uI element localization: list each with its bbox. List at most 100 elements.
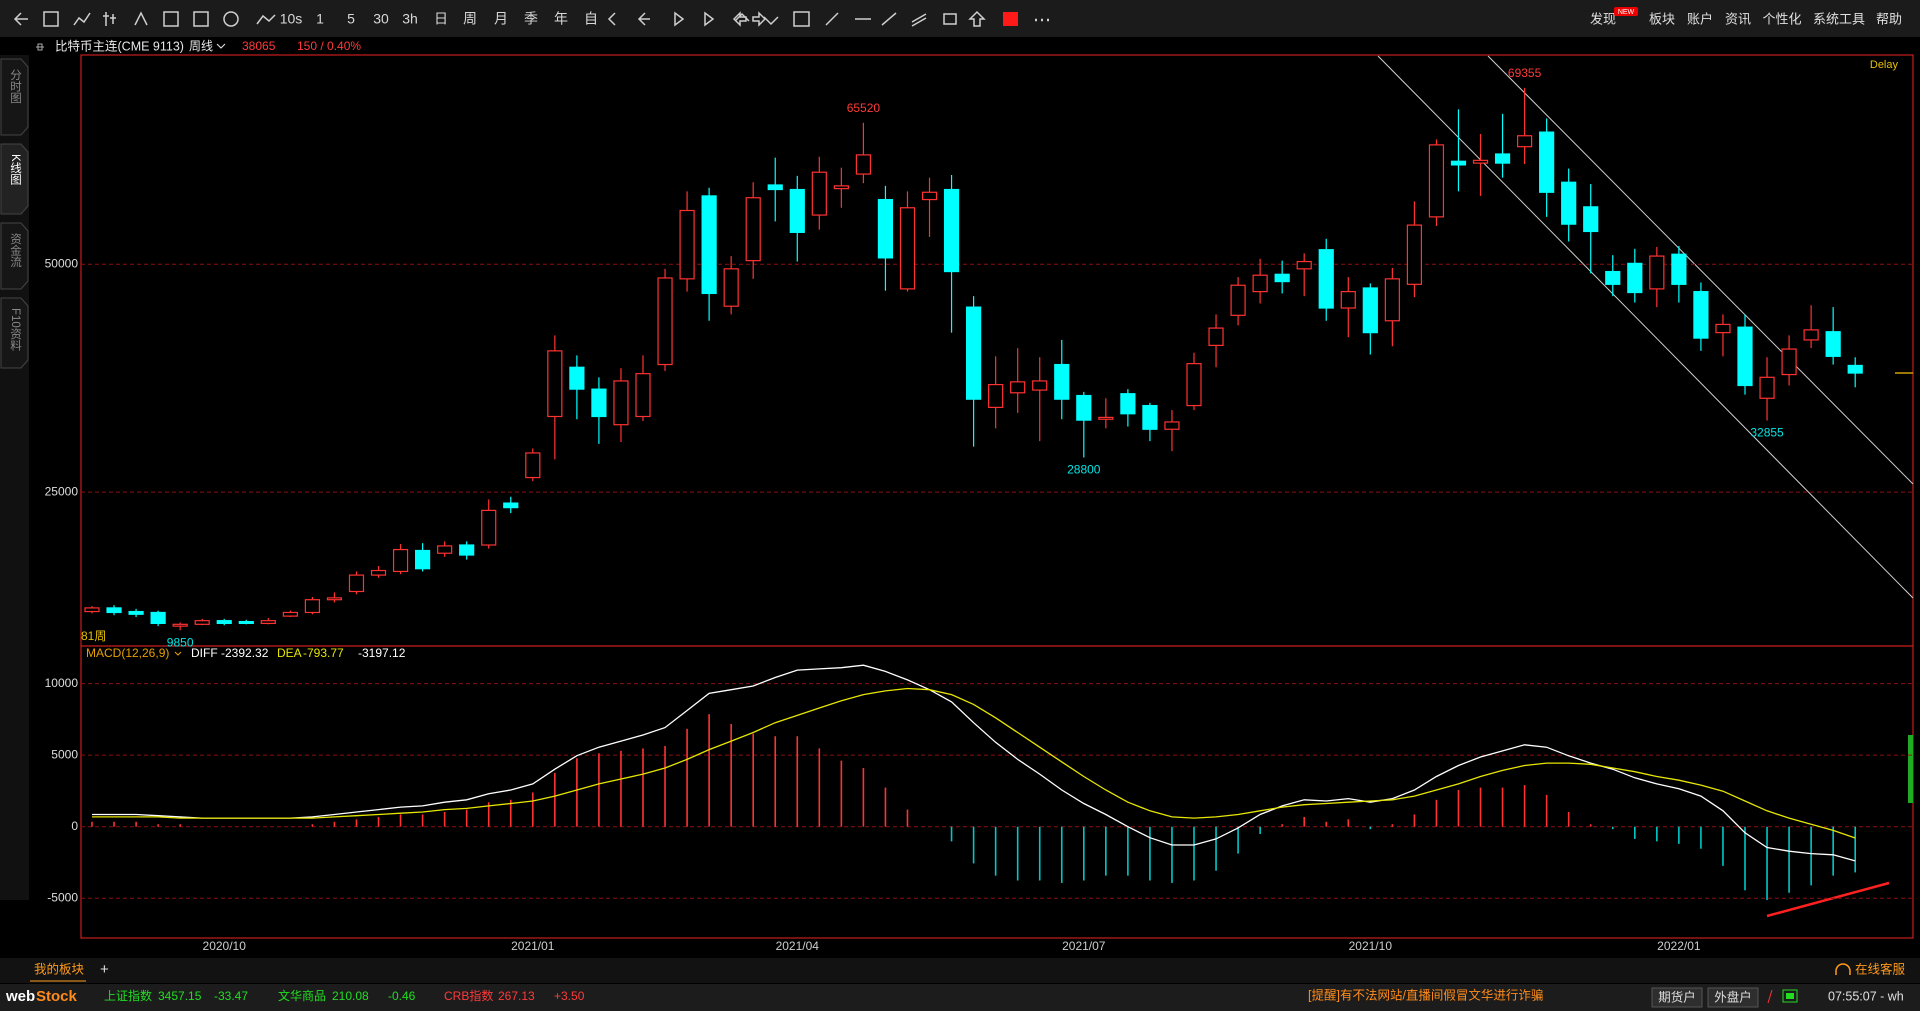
side-tab-label[interactable]: 分时图: [9, 69, 22, 104]
icon[interactable]: [968, 10, 986, 27]
link-icon: [36, 43, 44, 51]
dropdown-icon: [216, 43, 226, 49]
side-tab[interactable]: [0, 297, 29, 369]
status-bar: [0, 984, 1920, 1011]
candle-body: [547, 350, 563, 418]
service[interactable]: 在线客服: [1855, 961, 1906, 976]
icon[interactable]: [163, 11, 179, 27]
candle-body: [833, 185, 849, 190]
period-button[interactable]: 月: [494, 11, 508, 27]
period-button[interactable]: 周: [463, 11, 477, 27]
menu-item[interactable]: 个性化: [1762, 11, 1801, 26]
tab[interactable]: 我的板块: [34, 961, 85, 976]
color-icon[interactable]: [1003, 12, 1018, 26]
logo: Stock: [36, 988, 78, 1005]
candle-body: [723, 268, 739, 307]
side-tab-label[interactable]: F10资料: [9, 308, 22, 351]
icon[interactable]: [103, 12, 116, 26]
candle-body: [326, 597, 343, 601]
candle-body: [1428, 144, 1445, 218]
candle-body: [1693, 291, 1709, 339]
candle-body: [1274, 273, 1290, 283]
candle-body: [767, 184, 783, 191]
period-button[interactable]: 年: [554, 11, 568, 27]
back-icon[interactable]: [13, 12, 28, 26]
candle-body: [657, 277, 673, 366]
menu-item[interactable]: 系统工具: [1813, 11, 1865, 26]
period-button[interactable]: 10s: [280, 11, 303, 27]
candle-body: [877, 198, 894, 259]
side-tab[interactable]: [0, 58, 29, 136]
candle-body: [1825, 331, 1841, 357]
menu-item[interactable]: 发现: [1590, 11, 1616, 26]
candle-body: [1516, 135, 1533, 148]
tab-bar: [0, 958, 1920, 983]
last-price: 38065: [242, 39, 276, 53]
candle-body: [1406, 224, 1423, 285]
chart-frame: [80, 54, 1914, 939]
period-button[interactable]: 1: [316, 11, 324, 27]
icon[interactable]: [73, 12, 91, 26]
account-button-bg[interactable]: [1651, 987, 1703, 1008]
icon[interactable]: [43, 11, 59, 27]
icon[interactable]: [193, 11, 209, 27]
account-button[interactable]: 外盘户: [1714, 989, 1752, 1004]
index-name: 文华商品: [278, 988, 326, 1003]
period-button[interactable]: 日: [434, 11, 448, 27]
price-annotation: 28800: [1067, 463, 1101, 477]
macd-title[interactable]: MACD(12,26,9): [86, 646, 169, 660]
period[interactable]: 周线: [189, 39, 213, 53]
scroll-indicator: [1908, 735, 1913, 803]
macd-header: MACD(12,26,9) DIFF -2392.32 DEA -793.77 …: [86, 646, 406, 660]
candle-body: [1252, 274, 1268, 293]
side-tab[interactable]: [0, 143, 29, 215]
icon[interactable]: [734, 12, 779, 26]
account-button-bg[interactable]: [1707, 987, 1759, 1008]
candle-body: [988, 383, 1004, 408]
add-tab[interactable]: +: [100, 961, 109, 978]
icon[interactable]: [674, 11, 715, 27]
icon[interactable]: [793, 11, 810, 27]
candle-body: [1583, 206, 1599, 233]
period-button[interactable]: 季: [524, 11, 538, 27]
candle-body: [745, 197, 761, 262]
icon[interactable]: [943, 13, 957, 25]
dropdown-icon: [174, 651, 182, 656]
badge-bg: [1614, 7, 1638, 16]
x-tick-label: 2021/07: [1062, 939, 1106, 953]
menu-item[interactable]: 资讯: [1725, 11, 1751, 26]
macd-value: -3197.12: [358, 646, 406, 660]
side-tab-label[interactable]: K线图: [9, 154, 22, 185]
candle-body: [921, 191, 938, 201]
badge: NEW: [1618, 9, 1635, 16]
icon[interactable]: [134, 11, 148, 26]
menu-item[interactable]: 账户: [1687, 11, 1713, 26]
candle-body: [569, 366, 585, 390]
icon[interactable]: [223, 11, 239, 27]
x-tick-label: 2020/10: [203, 939, 247, 953]
period-button[interactable]: 30: [373, 11, 389, 27]
menu: 发现 板块 账户 资讯 个性化 系统工具 帮助 NEW: [1590, 7, 1902, 26]
bar-count: 81周: [81, 629, 106, 643]
candle-body: [1781, 348, 1797, 376]
menu-item[interactable]: 板块: [1649, 11, 1675, 26]
side-tab-label[interactable]: 资金流: [9, 233, 22, 268]
candle-body: [811, 171, 827, 216]
y-tick-label: 25000: [45, 484, 79, 498]
period-button[interactable]: 3h: [402, 11, 418, 27]
side-tab[interactable]: [0, 222, 29, 290]
notice[interactable]: [提醒]有不法网站/直播间假冒文华进行诈骗: [1308, 987, 1543, 1002]
y-tick-label: 10000: [45, 676, 79, 690]
icon[interactable]: [607, 12, 650, 26]
diff-label: DIFF: [191, 646, 218, 660]
icon[interactable]: [825, 12, 927, 27]
candle-body: [1186, 363, 1202, 407]
icon[interactable]: [256, 14, 276, 25]
period-button[interactable]: 5: [347, 11, 355, 27]
candle-body: [304, 599, 320, 614]
menu-item[interactable]: 帮助: [1876, 11, 1902, 26]
signal-icon: [1786, 993, 1794, 999]
candle-body: [1561, 181, 1577, 225]
period-button[interactable]: 自: [584, 11, 598, 27]
account-button[interactable]: 期货户: [1658, 989, 1696, 1004]
